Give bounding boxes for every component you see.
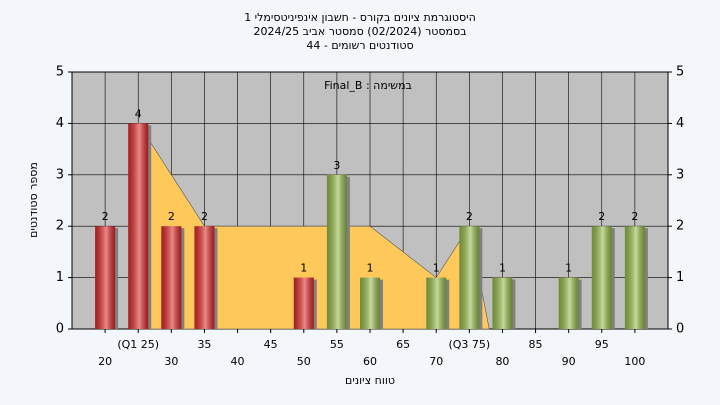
bar-highlight [591,226,612,329]
y-tick-label: 5 [676,65,684,80]
bar-highlight [624,226,645,329]
x-tick-label: 60 [363,355,377,368]
x-tick-label: (Q1 25) [117,338,159,351]
data-label: 2 [168,210,175,223]
data-label: 2 [201,210,208,223]
bar-highlight [95,226,116,329]
bar-highlight [459,226,480,329]
data-label: 1 [499,262,506,275]
x-tick-label: 35 [197,338,211,351]
x-tick-label: (Q3 75) [448,338,490,351]
x-tick-label: 90 [562,355,576,368]
x-tick-label: 55 [330,338,344,351]
chart-title: בסמסטר (02/2024) סמסטר אביב 2024/25 [253,25,466,38]
y-tick-label: 5 [56,65,64,80]
chart-title: היסטוגרמת ציונים בקורס - חשבון אינפיניטס… [244,11,476,24]
y-tick-label: 3 [56,167,64,182]
y-tick-label: 4 [56,116,64,131]
data-label: 3 [333,159,340,172]
y-tick-label: 0 [56,322,64,337]
bar-highlight [426,277,447,329]
x-axis-label: טווח ציונים [345,374,395,387]
data-label: 1 [300,262,307,275]
annotation: Final_B : במשימה [324,79,412,92]
data-label: 1 [565,262,572,275]
x-tick-label: 50 [297,355,311,368]
bar-highlight [326,174,347,329]
x-tick-label: 95 [595,338,609,351]
bar-highlight [293,277,314,329]
bar-highlight [194,226,215,329]
x-tick-label: 100 [624,355,645,368]
y-tick-label: 1 [56,270,64,285]
y-axis-label: מספר סטודנטים [27,162,40,238]
y-tick-label: 2 [676,219,684,234]
y-tick-label: 4 [676,116,684,131]
bar-highlight [558,277,579,329]
bar-highlight [492,277,513,329]
chart-title: סטודנטים רשומים - 44 [306,39,413,52]
x-tick-label: 45 [264,338,278,351]
y-tick-label: 1 [676,270,684,285]
bar-highlight [161,226,182,329]
data-label: 1 [433,262,440,275]
x-tick-label: 65 [396,338,410,351]
data-label: 2 [598,210,605,223]
x-tick-label: 85 [529,338,543,351]
data-label: 2 [102,210,109,223]
y-tick-label: 0 [676,322,684,337]
bar-highlight [128,123,149,330]
bar-highlight [360,277,380,329]
data-label: 1 [367,262,374,275]
y-tick-label: 2 [56,219,64,234]
x-tick-label: 30 [164,355,178,368]
x-tick-label: 20 [98,355,112,368]
data-label: 2 [466,210,473,223]
x-tick-label: 70 [429,355,443,368]
x-tick-label: 80 [495,355,509,368]
x-tick-label: 40 [231,355,245,368]
data-label: 4 [135,107,142,120]
data-label: 2 [631,210,638,223]
y-tick-label: 3 [676,167,684,182]
